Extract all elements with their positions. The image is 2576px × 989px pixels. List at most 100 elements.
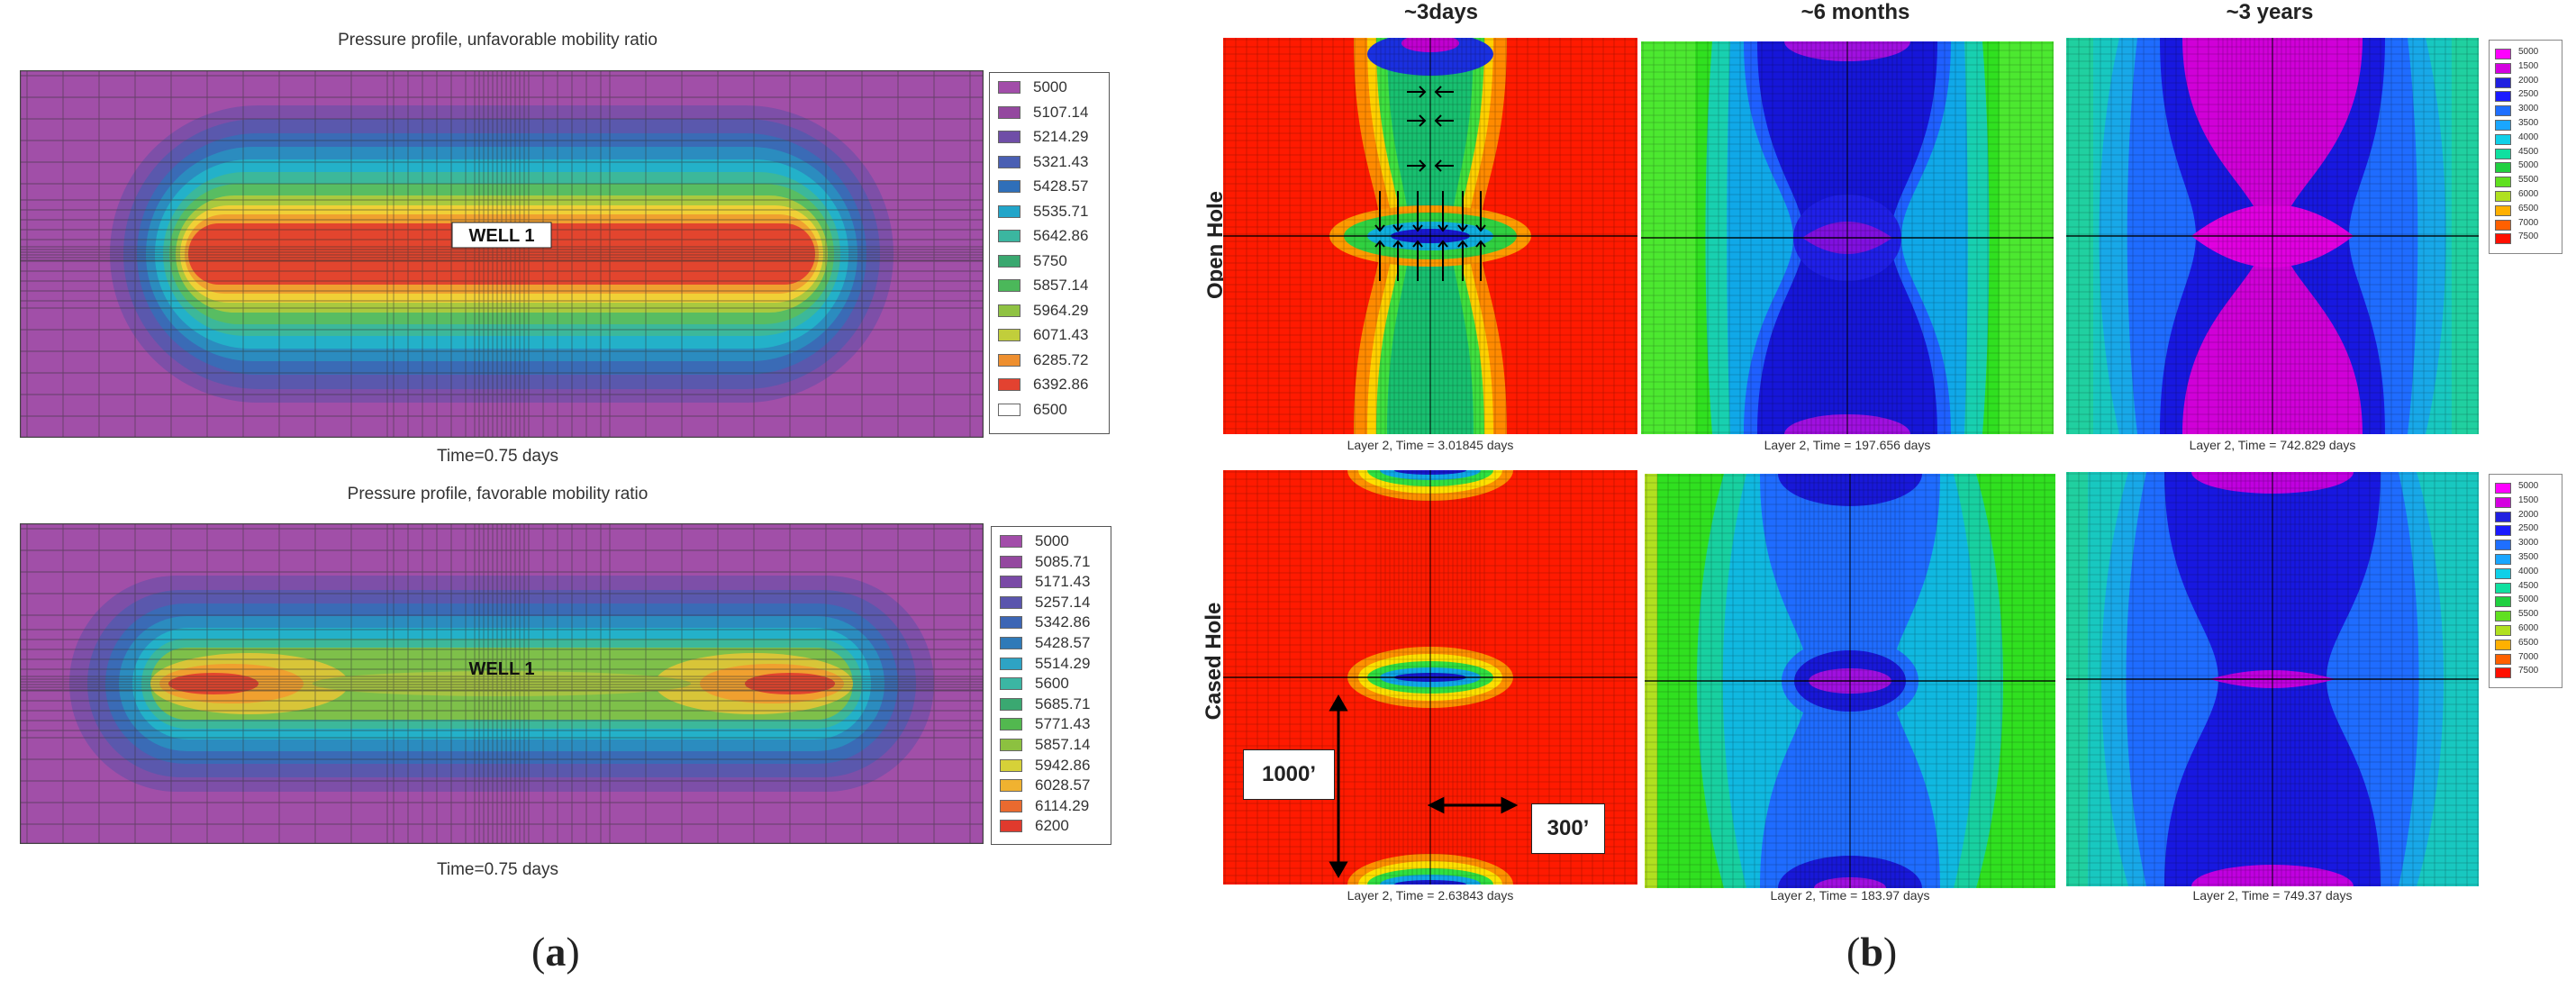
legend-swatch [2495, 62, 2511, 74]
legend-label: 4500 [2518, 580, 2539, 591]
legend-swatch [2495, 625, 2511, 636]
legend-label: 5600 [1035, 675, 1069, 693]
legend-swatch [1000, 637, 1022, 649]
grid [20, 523, 984, 844]
legend-swatch [1000, 697, 1022, 711]
legend-entry: 6500 [2495, 203, 2558, 216]
legend-swatch [2495, 77, 2511, 88]
legend-entry: 5000 [2495, 594, 2558, 608]
legend-swatch [2495, 639, 2511, 650]
legend-label: 6500 [2518, 637, 2539, 648]
plot-a2-time-label: Time=0.75 days [436, 860, 558, 879]
legend-label: 4000 [2518, 566, 2539, 576]
panel-b-letter: (b) [1846, 929, 1898, 975]
legend-label: 5321.43 [1033, 152, 1089, 170]
legend-swatch [2495, 483, 2511, 494]
legend-label: 3000 [2518, 104, 2539, 114]
legend-swatch [998, 353, 1020, 367]
legend-swatch [2495, 105, 2511, 117]
legend-entry: 5000 [2495, 481, 2558, 494]
legend-swatch [2495, 653, 2511, 665]
legend-swatch [2495, 582, 2511, 594]
legend-label: 2500 [2518, 523, 2539, 534]
map-legend-open: 5000 1500 2000 2500 3000 3500 4000 4500 5000 5500… [2489, 40, 2562, 254]
panel-a-letter: (a) [531, 929, 580, 975]
legend-entry: 2000 [2495, 76, 2558, 88]
legend-entry: 6000 [2495, 189, 2558, 202]
legend-label: 6200 [1035, 817, 1069, 835]
legend-swatch [998, 180, 1020, 193]
legend-label: 5857.14 [1035, 736, 1091, 753]
legend-label: 5428.57 [1035, 634, 1091, 651]
legend-label: 5964.29 [1033, 301, 1089, 319]
legend-label: 5428.57 [1033, 177, 1089, 195]
legend-label: 5000 [2518, 481, 2539, 491]
legend-swatch [1000, 677, 1022, 691]
legend-swatch [2495, 133, 2511, 145]
legend-label: 5000 [2518, 160, 2539, 171]
legend-label: 7000 [2518, 651, 2539, 662]
legend-swatch [2495, 525, 2511, 537]
legend-label: 6028.57 [1035, 776, 1091, 794]
legend-label: 1500 [2518, 60, 2539, 71]
legend-swatch [2495, 49, 2511, 59]
legend-swatch [2495, 511, 2511, 522]
legend-swatch [998, 105, 1020, 119]
caption-open-3years: Layer 2, Time = 742.829 days [2189, 438, 2356, 452]
legend-swatch [998, 403, 1020, 416]
legend-label: 5771.43 [1035, 715, 1091, 733]
legend-label: 3500 [2518, 552, 2539, 562]
legend-entry: 7000 [2495, 651, 2558, 665]
legend-swatch [1000, 576, 1022, 589]
legend-entry: 5000 [2495, 160, 2558, 174]
legend-entry: 2000 [2495, 510, 2558, 522]
legend-label: 3000 [2518, 538, 2539, 549]
legend-label: 6114.29 [1035, 796, 1090, 814]
legend-label: 5857.14 [1033, 277, 1089, 294]
column-header-6months: ~6 months [1800, 0, 1910, 24]
legend-label: 1500 [2518, 494, 2539, 505]
legend-label: 5000 [2518, 594, 2539, 605]
legend-label: 5107.14 [1033, 103, 1089, 121]
legend-swatch [998, 254, 1020, 268]
pressure-lobe [168, 673, 259, 694]
legend-label: 4000 [2518, 132, 2539, 142]
legend-swatch [1000, 535, 1022, 548]
legend-swatch [2495, 554, 2511, 565]
legend-swatch [998, 378, 1020, 391]
legend-swatch [998, 155, 1020, 168]
legend-label: 5171.43 [1035, 573, 1091, 591]
legend-label: 6000 [2518, 623, 2539, 633]
map-cased-3days [1223, 470, 1637, 885]
legend-swatch [1000, 616, 1022, 630]
legend-swatch [998, 279, 1020, 292]
legend-label: 3500 [2518, 118, 2539, 128]
legend-swatch [2495, 91, 2511, 103]
legend-label: 4500 [2518, 146, 2539, 157]
legend-swatch [2495, 120, 2511, 131]
flow-arrows [1374, 86, 1486, 281]
legend-swatch [1000, 555, 1022, 568]
legend-label: 5000 [1035, 532, 1069, 549]
map-cased-6months [1645, 474, 2055, 888]
caption-open-6months: Layer 2, Time = 197.656 days [1764, 438, 1931, 452]
legend-label: 7500 [2518, 231, 2539, 242]
legend-entry: 1500 [2495, 494, 2558, 508]
legend-label: 5500 [2518, 609, 2539, 620]
legend-swatch [1000, 799, 1022, 812]
legend-swatch [1000, 595, 1022, 609]
legend-label: 6500 [2518, 203, 2539, 213]
legend-swatch [2495, 177, 2511, 188]
legend-entry: 3000 [2495, 538, 2558, 551]
legend-label: 5000 [1033, 78, 1067, 95]
legend-swatch [998, 329, 1020, 341]
legend-entry: 3500 [2495, 552, 2558, 565]
well-label: WELL 1 [469, 659, 535, 679]
legend-entry: 4000 [2495, 132, 2558, 145]
column-header-3days: ~3days [1403, 0, 1479, 24]
plot-a1-legend: 5000 5107.14 5214.29 5321.43 5428.57 5535.71 5… [989, 72, 1110, 434]
legend-entry: 7000 [2495, 218, 2558, 231]
plot-a1-title: Pressure profile, unfavorable mobility r… [338, 31, 658, 50]
legend-entry: 2500 [2495, 89, 2558, 103]
map-open-3days [1223, 38, 1637, 434]
